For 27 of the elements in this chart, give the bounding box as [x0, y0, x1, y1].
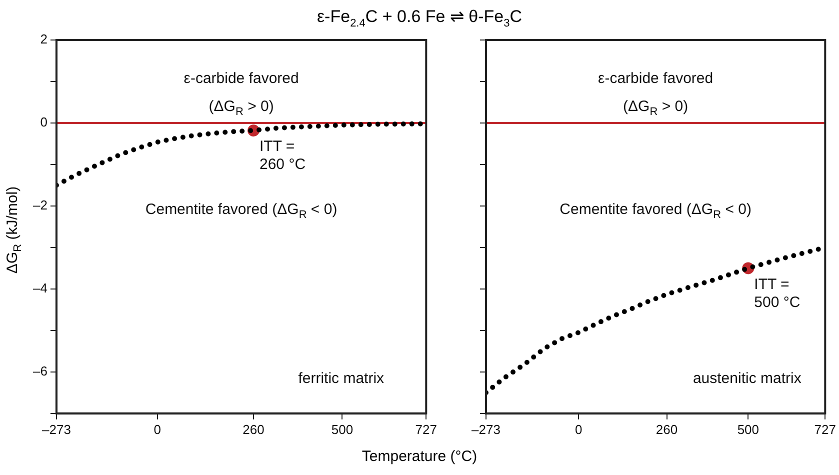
x-tick-label: –273: [42, 422, 71, 437]
x-tick-label: –273: [472, 422, 500, 437]
chart-title: ε-Fe$_{2.4}$C + 0.6 Fe ⇌ θ-Fe$_{3}$C: [316, 6, 524, 30]
annotation: ITT = 500 °C: [754, 276, 800, 312]
annotation: (ΔG$_{R}$ > 0): [208, 98, 274, 120]
annotation: austenitic matrix: [692, 370, 802, 388]
annotation: ε-carbide favored: [184, 70, 299, 88]
annotation: ITT = 260 °C: [260, 138, 306, 174]
x-tick-label: 500: [737, 422, 760, 437]
y-tick-label: 2: [40, 32, 48, 47]
x-tick-label: 260: [242, 422, 264, 437]
x-tick-label: 727: [415, 422, 438, 437]
y-tick-label: –2: [32, 198, 48, 213]
x-tick-label: 0: [574, 422, 582, 437]
annotation: ferritic matrix: [298, 370, 384, 388]
x-tick-label: 500: [331, 422, 354, 437]
x-tick-label: 727: [814, 422, 836, 437]
annotation: Cementite favored (ΔG$_{R}$ < 0): [145, 200, 338, 223]
annotation: ε-carbide favored: [598, 70, 714, 88]
x-axis-title: Temperature (°C): [360, 448, 478, 465]
annotation: Cementite favored (ΔG$_{R}$ < 0): [560, 200, 752, 223]
y-tick-label: –4: [32, 280, 48, 296]
y-tick-label: –6: [32, 363, 48, 378]
y-tick-label: 0: [40, 114, 48, 130]
x-tick-label: 260: [656, 422, 678, 437]
x-tick-label: 0: [154, 422, 162, 437]
annotation: (ΔG$_{R}$ > 0): [623, 98, 688, 120]
